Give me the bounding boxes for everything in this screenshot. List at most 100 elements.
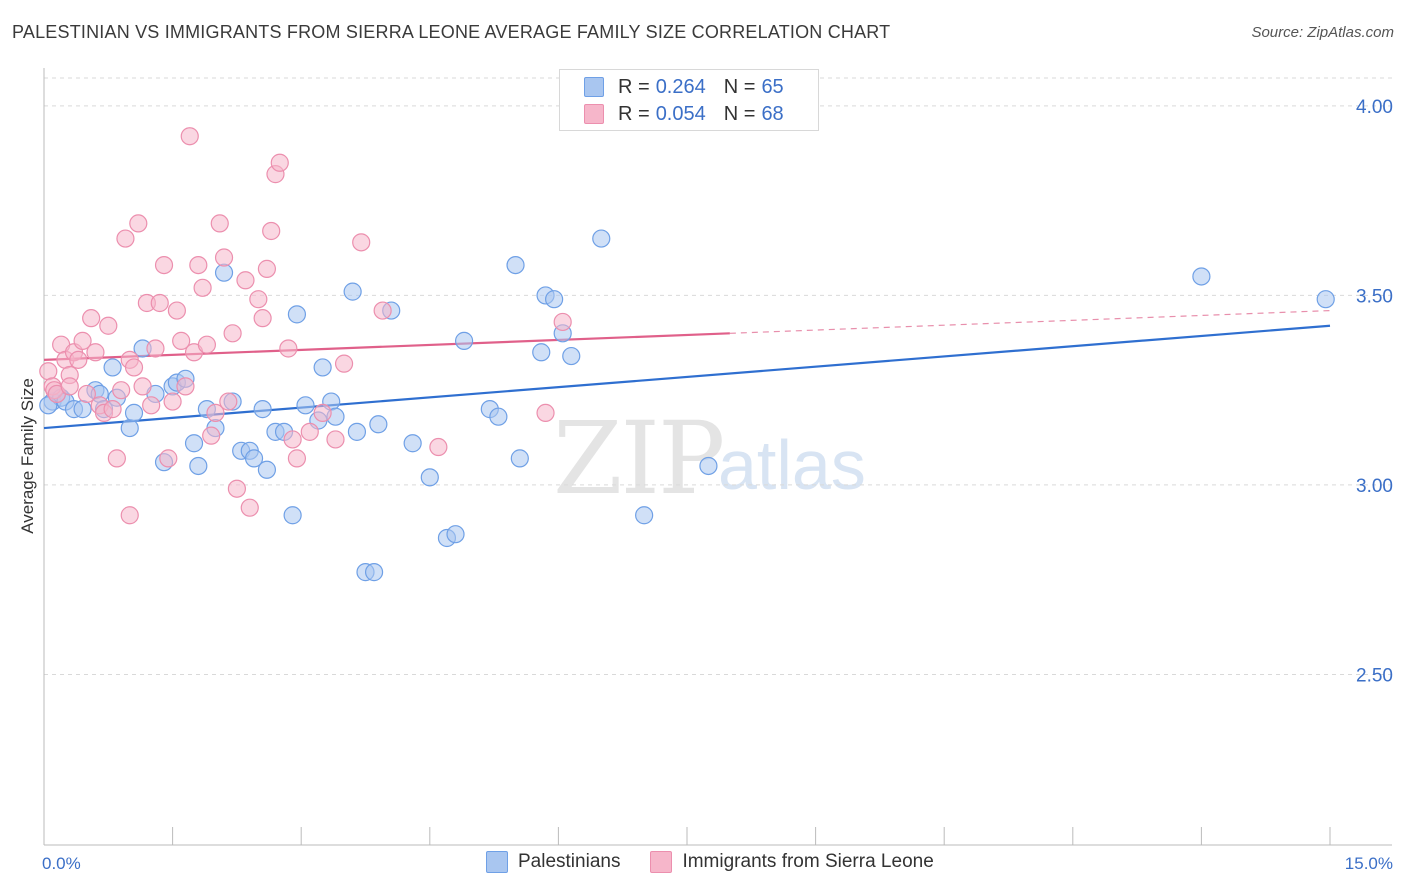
point-sierra-leone (257, 259, 277, 278)
series-swatch-blue (486, 851, 508, 873)
point-palestinians (545, 290, 564, 309)
point-sierra-leone (154, 255, 174, 275)
watermark-atlas: atlas (718, 426, 866, 504)
point-palestinians (364, 563, 384, 582)
point-sierra-leone (150, 293, 169, 313)
legend-n-label: N = (723, 75, 756, 98)
point-sierra-leone (429, 437, 448, 457)
point-sierra-leone (99, 316, 118, 335)
y-tick-label: 3.00 (1356, 476, 1393, 497)
legend-n-value: 68 (761, 102, 784, 125)
point-sierra-leone (116, 229, 135, 248)
point-sierra-leone (206, 403, 225, 423)
point-sierra-leone (180, 127, 199, 146)
chart-source: Source: ZipAtlas.com (1251, 24, 1394, 41)
point-palestinians (489, 407, 508, 426)
legend-swatch-blue (584, 77, 604, 97)
point-sierra-leone (69, 350, 88, 369)
point-sierra-leone (133, 377, 152, 396)
legend-r-value: 0.054 (655, 102, 706, 125)
point-sierra-leone (129, 214, 148, 233)
point-palestinians (510, 449, 529, 468)
point-palestinians (506, 255, 525, 275)
series-label: Immigrants from Sierra Leone (682, 851, 934, 872)
chart-title: PALESTINIAN VS IMMIGRANTS FROM SIERRA LE… (12, 22, 891, 42)
point-sierra-leone (287, 449, 307, 468)
legend-r-label: R = (618, 75, 650, 98)
point-palestinians (184, 434, 204, 453)
legend-n-label: N = (723, 102, 756, 125)
gridlines (44, 77, 1392, 675)
point-sierra-leone (103, 400, 122, 419)
point-sierra-leone (553, 312, 572, 332)
point-sierra-leone (236, 271, 255, 290)
point-palestinians (257, 460, 277, 479)
point-palestinians (403, 434, 422, 453)
point-palestinians (73, 400, 92, 419)
series-legend: Palestinians Immigrants from Sierra Leon… (486, 851, 964, 873)
y-tick-label: 4.00 (1356, 97, 1393, 118)
point-sierra-leone (536, 403, 555, 423)
axis-labels: 2.50 3.00 3.50 4.00 0.0% 15.0% Average Family … (18, 97, 1393, 873)
point-palestinians (283, 506, 302, 525)
point-palestinians (562, 346, 581, 366)
point-sierra-leone (313, 403, 332, 423)
point-sierra-leone (189, 255, 208, 275)
point-palestinians (699, 456, 718, 476)
point-palestinians (532, 343, 551, 362)
point-sierra-leone (167, 301, 186, 320)
point-palestinians (592, 229, 611, 248)
point-palestinians (296, 396, 315, 415)
axes (43, 68, 1392, 846)
point-palestinians (253, 400, 272, 419)
point-sierra-leone (219, 392, 238, 411)
point-sierra-leone (373, 301, 392, 320)
stats-legend: R = 0.264 N = 65 R = 0.054 N = 68 (559, 69, 819, 131)
point-sierra-leone (142, 396, 161, 415)
point-palestinians (343, 282, 362, 301)
point-sierra-leone (77, 384, 96, 404)
point-sierra-leone (279, 339, 298, 358)
point-sierra-leone (112, 381, 131, 400)
point-sierra-leone (300, 422, 319, 441)
y-tick-label: 3.50 (1356, 286, 1393, 307)
legend-row-palestinians: R = 0.264 N = 65 (584, 75, 784, 99)
point-palestinians (347, 422, 367, 441)
point-palestinians (420, 468, 439, 487)
point-palestinians (1192, 267, 1211, 286)
point-sierra-leone (227, 479, 246, 498)
point-sierra-leone (240, 498, 259, 517)
point-palestinians (446, 525, 465, 544)
point-palestinians (1316, 290, 1335, 309)
point-sierra-leone (146, 339, 165, 358)
point-sierra-leone (249, 290, 268, 309)
point-sierra-leone (253, 309, 272, 328)
y-tick-label: 2.50 (1356, 665, 1393, 686)
series-legend-sierra-leone[interactable]: Immigrants from Sierra Leone (650, 851, 934, 873)
series-label: Palestinians (518, 851, 621, 872)
point-sierra-leone (159, 449, 178, 468)
point-sierra-leone (283, 430, 302, 449)
x-tick-label: 0.0% (42, 854, 81, 873)
point-palestinians (369, 415, 388, 434)
point-sierra-leone (86, 343, 105, 362)
point-sierra-leone (193, 278, 212, 297)
point-sierra-leone (262, 221, 281, 241)
point-sierra-leone (352, 233, 371, 252)
point-sierra-leone (334, 354, 354, 373)
series-legend-palestinians[interactable]: Palestinians (486, 851, 620, 873)
point-sierra-leone (39, 362, 58, 381)
point-sierra-leone (172, 331, 191, 350)
point-palestinians (124, 403, 144, 423)
point-sierra-leone (82, 309, 101, 328)
point-palestinians (214, 263, 234, 282)
point-sierra-leone (124, 358, 144, 377)
series-swatch-pink (650, 851, 673, 873)
point-sierra-leone (223, 324, 242, 343)
point-palestinians (244, 449, 264, 468)
point-sierra-leone (176, 377, 195, 396)
point-sierra-leone (270, 153, 289, 172)
legend-swatch-pink (584, 104, 604, 124)
watermark-zip: ZIP (553, 400, 725, 517)
